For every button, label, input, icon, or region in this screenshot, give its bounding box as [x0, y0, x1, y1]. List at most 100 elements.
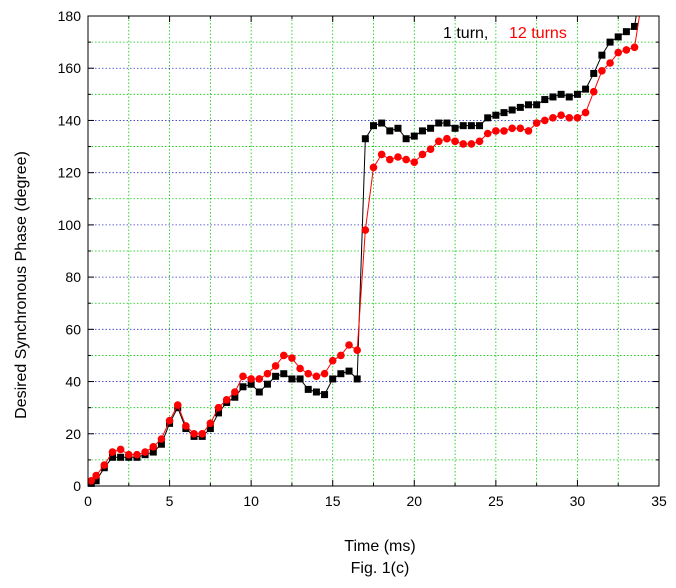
series-tail-1: [634, 16, 640, 48]
data-point-circle: [524, 127, 533, 135]
data-point-square: [582, 85, 590, 93]
x-tick-label: 25: [488, 493, 504, 509]
data-point-square: [435, 119, 443, 127]
data-point-circle: [100, 461, 109, 469]
data-point-circle: [426, 145, 435, 153]
data-point-circle: [214, 403, 223, 412]
data-point-square: [329, 375, 337, 383]
data-point-circle: [149, 443, 158, 451]
data-point-square: [402, 135, 410, 143]
data-point-circle: [516, 124, 525, 133]
data-point-circle: [296, 364, 304, 373]
y-tick-label: 160: [58, 60, 82, 76]
data-point-circle: [377, 150, 386, 159]
data-point-circle: [133, 450, 141, 459]
data-point-square: [386, 127, 394, 135]
data-point-circle: [451, 137, 459, 146]
data-point-square: [614, 33, 622, 41]
data-point-square: [263, 380, 271, 388]
data-point-circle: [459, 140, 468, 148]
data-point-circle: [361, 226, 370, 234]
data-point-circle: [573, 114, 582, 122]
data-point-square: [288, 375, 296, 383]
data-point-circle: [606, 59, 614, 67]
data-point-circle: [190, 429, 198, 438]
figure-caption: Fig. 1(c): [351, 560, 410, 577]
data-point-circle: [418, 150, 427, 159]
data-point-square: [427, 124, 435, 132]
series-tail-0: [634, 16, 637, 27]
data-point-circle: [87, 476, 96, 485]
data-point-square: [117, 453, 125, 461]
data-point-circle: [410, 158, 419, 167]
data-point-circle: [141, 448, 149, 456]
data-point-square: [459, 122, 467, 130]
data-point-circle: [394, 153, 402, 161]
data-point-circle: [541, 116, 549, 125]
data-point-circle: [288, 354, 296, 362]
data-point-circle: [239, 372, 247, 381]
data-point-square: [565, 93, 573, 101]
data-point-circle: [182, 422, 190, 430]
y-tick-label: 180: [58, 8, 82, 24]
data-point-circle: [108, 448, 117, 456]
x-tick-label: 20: [406, 493, 422, 509]
data-point-circle: [320, 369, 329, 378]
data-point-square: [92, 477, 100, 485]
data-point-circle: [173, 401, 182, 409]
data-point-square: [451, 124, 459, 132]
data-point-square: [418, 127, 426, 135]
data-point-square: [296, 375, 304, 383]
data-point-circle: [467, 140, 476, 148]
data-point-circle: [247, 375, 255, 383]
data-point-circle: [206, 419, 215, 428]
data-point-square: [345, 367, 353, 375]
data-point-square: [549, 93, 557, 101]
data-point-square: [410, 132, 418, 140]
data-point-circle: [345, 341, 353, 349]
data-point-square: [598, 51, 606, 59]
data-point-square: [370, 122, 377, 130]
data-point-square: [149, 448, 157, 456]
x-tick-label: 15: [325, 493, 341, 509]
data-point-circle: [263, 369, 272, 378]
data-point-square: [108, 453, 116, 461]
data-point-square: [443, 119, 451, 127]
data-point-circle: [328, 356, 337, 365]
x-tick-label: 35: [651, 493, 667, 509]
y-tick-label: 100: [58, 217, 82, 233]
data-point-circle: [581, 108, 590, 117]
data-point-square: [622, 28, 630, 36]
data-point-circle: [222, 396, 231, 404]
data-point-square: [280, 370, 288, 378]
data-point-circle: [92, 471, 100, 480]
data-point-circle: [312, 372, 321, 381]
y-tick-label: 60: [65, 321, 81, 337]
y-tick-label: 120: [58, 165, 82, 181]
data-point-square: [215, 409, 223, 417]
data-point-circle: [271, 362, 280, 370]
y-axis-title: Desired Synchronous Phase (degree): [13, 151, 30, 419]
data-point-circle: [492, 127, 500, 135]
data-point-square: [484, 114, 492, 122]
data-point-square: [231, 393, 239, 401]
data-point-square: [394, 124, 402, 132]
x-tick-label: 0: [84, 493, 92, 509]
data-point-square: [157, 440, 165, 448]
data-point-square: [590, 69, 598, 77]
data-point-circle: [255, 375, 264, 383]
data-point-circle: [434, 137, 443, 146]
series-layer: [87, 16, 640, 487]
data-point-square: [516, 103, 524, 111]
y-tick-label: 20: [65, 426, 81, 442]
x-axis-title: Time (ms): [344, 538, 415, 555]
data-point-circle: [116, 445, 125, 454]
data-point-square: [304, 385, 312, 393]
data-point-circle: [337, 351, 345, 360]
data-point-square: [247, 380, 255, 388]
data-point-circle: [483, 129, 492, 138]
data-point-square: [272, 372, 280, 380]
data-point-circle: [304, 369, 313, 378]
data-point-circle: [353, 346, 361, 355]
